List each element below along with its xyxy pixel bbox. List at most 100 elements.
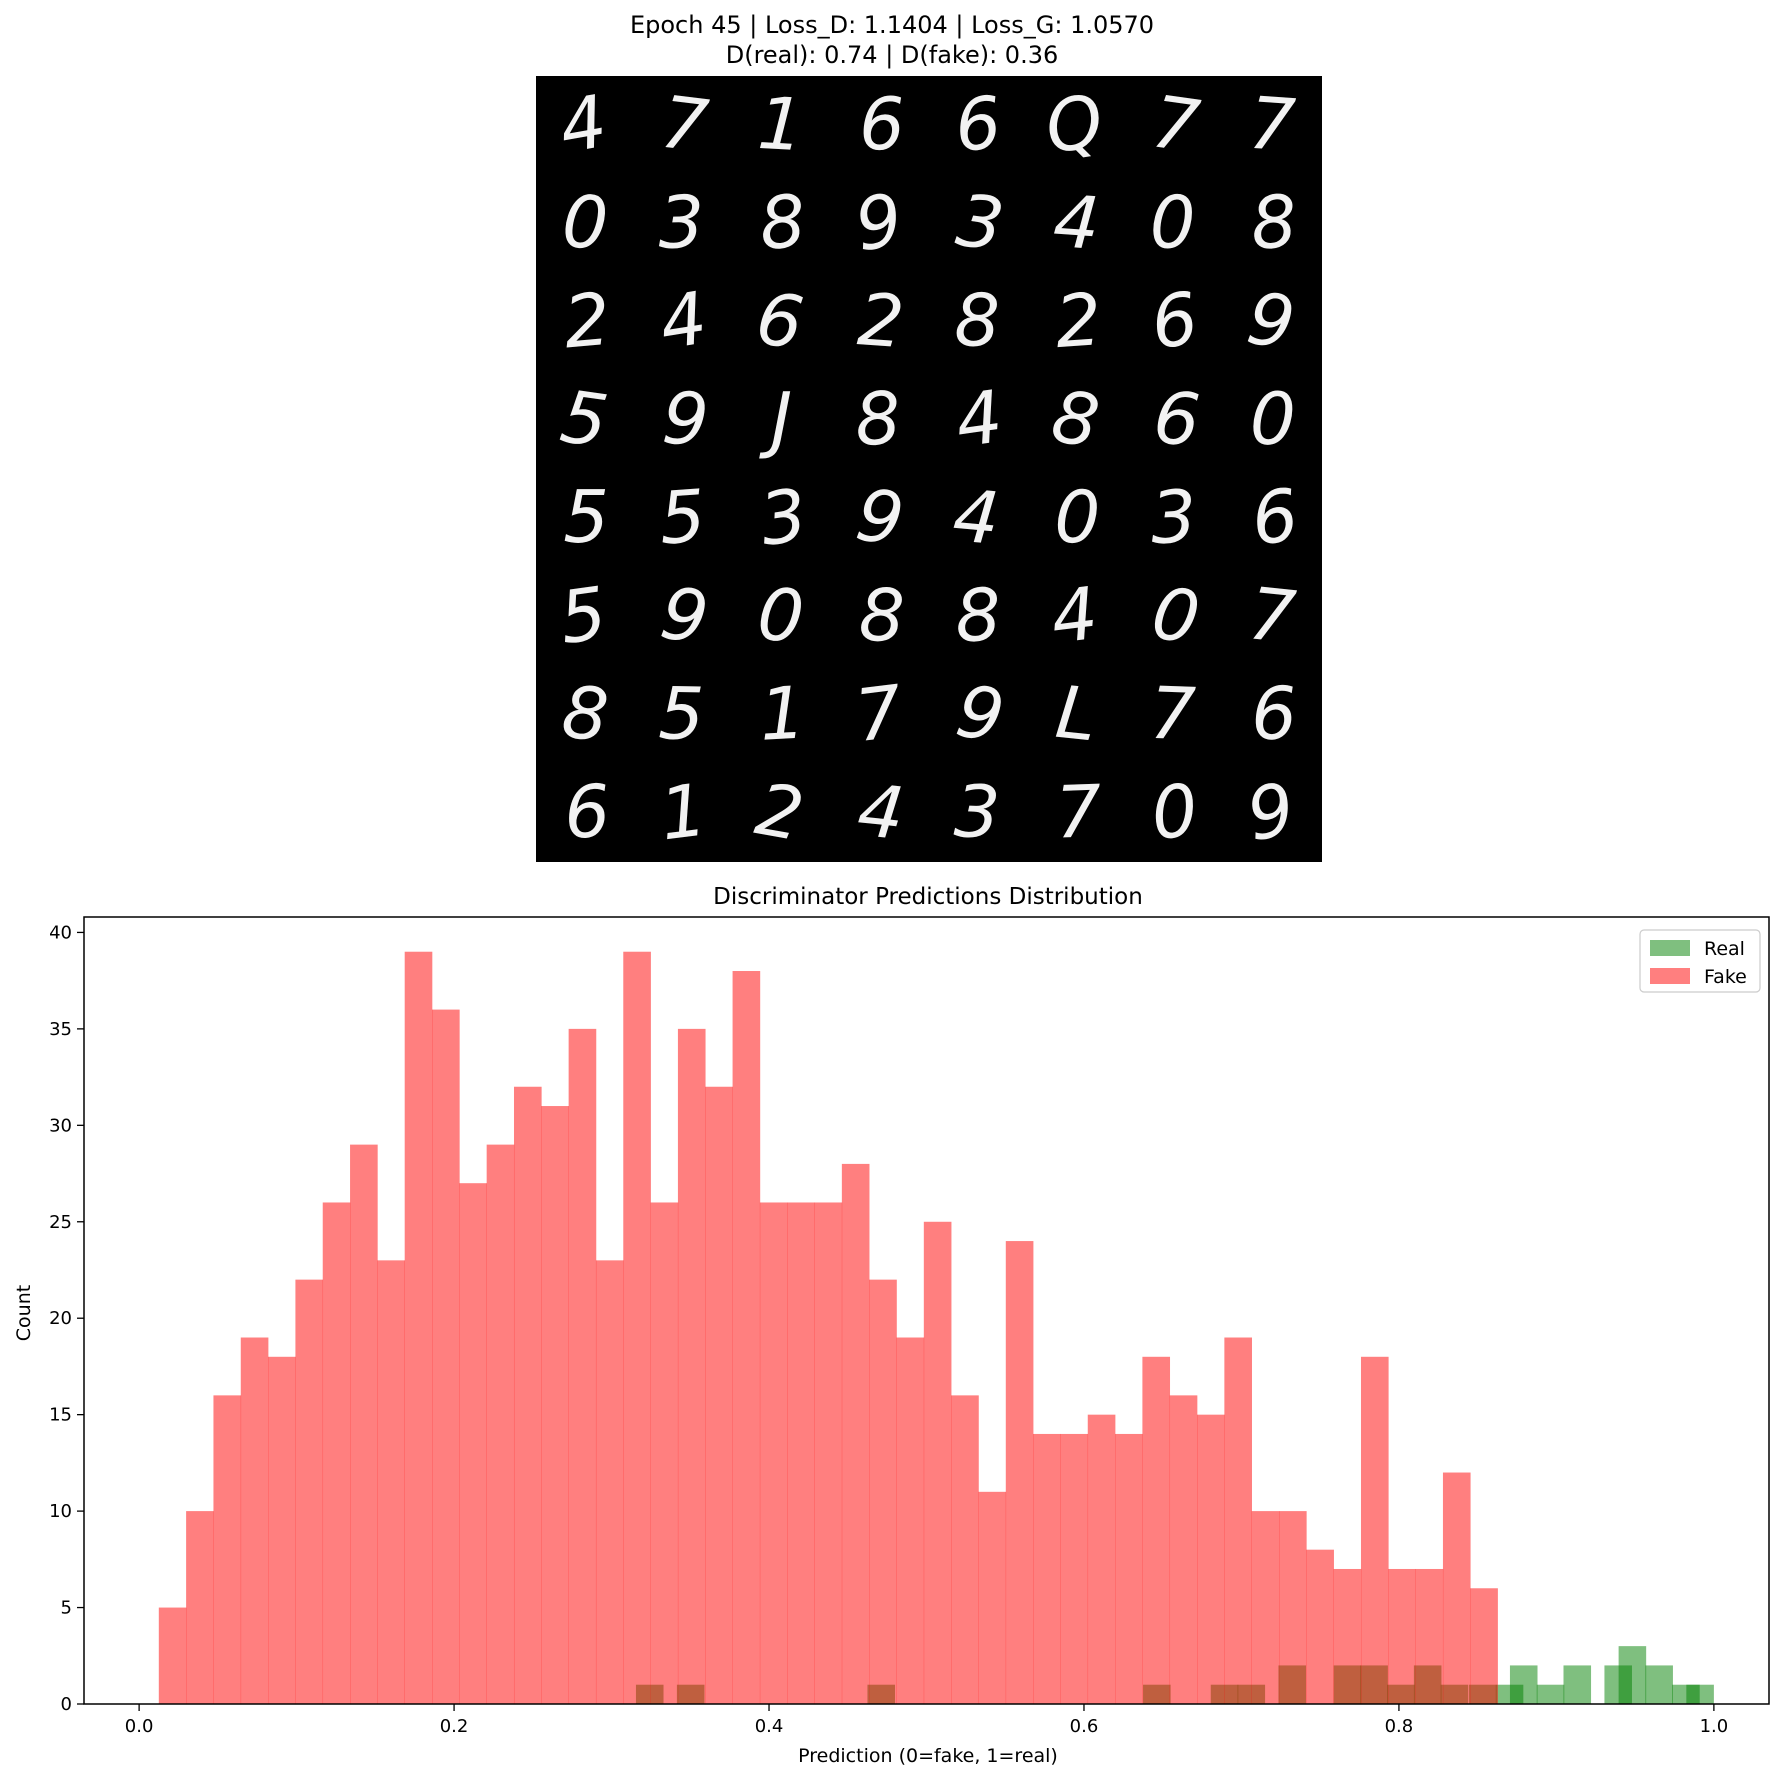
legend-label-real: Real xyxy=(1704,938,1745,960)
histogram-bar-fake xyxy=(1224,1337,1252,1704)
sample-digit: 4 xyxy=(553,79,613,170)
histogram-bar-fake xyxy=(896,1337,925,1704)
histogram-bar-fake xyxy=(1279,1511,1307,1704)
sample-digit: 8 xyxy=(852,375,904,462)
histogram-bar-fake xyxy=(486,1144,515,1704)
sample-digit: 7 xyxy=(1245,571,1300,659)
sample-digit: 8 xyxy=(1046,374,1104,464)
y-axis-label: Count xyxy=(13,1285,35,1341)
legend-swatch-real xyxy=(1650,940,1690,956)
sample-digit: 7 xyxy=(1246,81,1298,168)
sample-digit: 5 xyxy=(556,374,613,464)
legend-swatch-fake xyxy=(1650,968,1690,984)
histogram-bar-real xyxy=(1686,1684,1714,1704)
histogram-bar-fake xyxy=(732,971,761,1704)
sample-digit: 5 xyxy=(657,474,709,561)
histogram-bar-fake xyxy=(1470,1588,1498,1704)
y-tick-label: 0 xyxy=(61,1694,72,1715)
histogram-bar-fake xyxy=(841,1163,870,1704)
plot-area xyxy=(158,951,1714,1704)
histogram-bar-fake xyxy=(1415,1568,1444,1704)
sample-digit: 4 xyxy=(1051,179,1103,266)
figure-title: Epoch 45 | Loss_D: 1.1404 | Loss_G: 1.05… xyxy=(0,10,1784,70)
sample-digit: 8 xyxy=(559,670,612,758)
histogram-bar-fake xyxy=(1442,1472,1471,1704)
x-tick-label: 0.4 xyxy=(755,1716,784,1737)
sample-digit: 9 xyxy=(1242,276,1300,366)
sample-digit: 9 xyxy=(655,570,713,660)
histogram-bar-fake xyxy=(951,1395,979,1704)
sample-digit: 6 xyxy=(562,769,612,855)
histogram-bar-fake xyxy=(350,1144,378,1704)
x-tick-label: 0.0 xyxy=(125,1716,154,1737)
histogram-bar-fake xyxy=(759,1202,788,1704)
sample-digit: 9 xyxy=(660,375,712,462)
histogram-bar-fake xyxy=(814,1202,843,1704)
axes: 0.0 0.2 0.4 0.6 0.8 1.0 0 5 10 15 20 25 30 35 40 xyxy=(49,916,1770,1737)
histogram-bar-fake xyxy=(568,1028,597,1704)
sample-digit: 4 xyxy=(654,276,712,366)
sample-digit: 0 xyxy=(1249,376,1296,461)
sample-digit: 2 xyxy=(1053,277,1105,364)
sample-digit: 8 xyxy=(954,279,1000,363)
sample-digit: 8 xyxy=(1248,179,1300,266)
sample-digit: 0 xyxy=(754,572,807,660)
histogram-bar-fake xyxy=(213,1395,242,1704)
prediction-histogram-plot: Discriminator Predictions Distribution P… xyxy=(13,884,1770,1767)
sample-digit: 4 xyxy=(1046,571,1102,660)
sample-digit: 7 xyxy=(1148,671,1197,757)
sample-digit: 5 xyxy=(554,571,611,661)
generated-samples-image: 4 7 1 6 6 Q 7 70 3 8 9 3 4 0 82 4 6 2 8 2 6 95 9 J 8 4 8 6 05 5 3 9 4 0 3 6… xyxy=(553,78,1303,858)
histogram-bar-fake xyxy=(787,1202,815,1704)
sample-digit: 6 xyxy=(1247,473,1303,562)
histogram-bar-fake xyxy=(1033,1433,1061,1704)
sample-digit: 6 xyxy=(1146,276,1203,366)
axes-frame xyxy=(83,916,1770,1705)
histogram-bar-fake xyxy=(158,1607,187,1704)
x-axis-label: Prediction (0=fake, 1=real) xyxy=(798,1745,1058,1767)
y-tick-label: 15 xyxy=(49,1405,72,1426)
histogram-bar-real xyxy=(1618,1646,1647,1704)
sample-digit: 0 xyxy=(560,179,610,265)
sample-digit: 1 xyxy=(757,670,807,756)
histogram-bar-fake xyxy=(1142,1356,1171,1704)
sample-digit: 2 xyxy=(750,767,810,858)
sample-digit: 3 xyxy=(953,769,1002,855)
histogram-bar-fake xyxy=(1388,1568,1416,1704)
histogram-bar-fake xyxy=(677,1028,706,1704)
sample-digit: 9 xyxy=(851,472,909,562)
figure-title-line-2: D(real): 0.74 | D(fake): 0.36 xyxy=(725,41,1059,69)
histogram-bar-fake xyxy=(1251,1511,1280,1704)
histogram-bar-fake xyxy=(322,1202,351,1704)
sample-digit: 7 xyxy=(1147,79,1204,169)
histogram-bar-real xyxy=(1563,1665,1592,1704)
histogram-bar-real xyxy=(1645,1665,1673,1704)
sample-digit: 2 xyxy=(855,277,907,364)
sample-digit: 6 xyxy=(751,276,808,366)
sample-digit: 9 xyxy=(1241,767,1301,858)
sample-digit: J xyxy=(759,377,792,461)
histogram-bar-fake xyxy=(240,1337,269,1704)
y-tick-label: 30 xyxy=(49,1115,72,1136)
y-tick-label: 40 xyxy=(49,922,72,943)
histogram-bar-fake xyxy=(1115,1433,1143,1704)
histogram-bar-real xyxy=(1509,1665,1538,1704)
histogram-bar-fake xyxy=(404,951,433,1704)
figure-title-line-1: Epoch 45 | Loss_D: 1.1404 | Loss_G: 1.05… xyxy=(629,11,1155,39)
prediction-histogram: Discriminator Predictions Distribution P… xyxy=(0,880,1784,1782)
histogram-bar-fake xyxy=(295,1279,324,1704)
histogram-bar-fake xyxy=(377,1260,406,1704)
sample-digit: 3 xyxy=(755,472,812,562)
histogram-bar-fake xyxy=(268,1356,296,1704)
sample-digit: 7 xyxy=(851,669,907,758)
sample-digit: 6 xyxy=(1249,671,1298,757)
sample-digit: 2 xyxy=(561,277,614,365)
sample-digit: 4 xyxy=(854,768,908,856)
y-tick-label: 10 xyxy=(49,1501,72,1522)
histogram-bar-fake xyxy=(705,1086,733,1704)
legend-label-fake: Fake xyxy=(1704,966,1747,988)
y-tick-label: 35 xyxy=(49,1019,72,1040)
x-tick-label: 1.0 xyxy=(1700,1716,1729,1737)
sample-digit: 3 xyxy=(1148,474,1198,560)
sample-digit: 7 xyxy=(657,80,713,169)
